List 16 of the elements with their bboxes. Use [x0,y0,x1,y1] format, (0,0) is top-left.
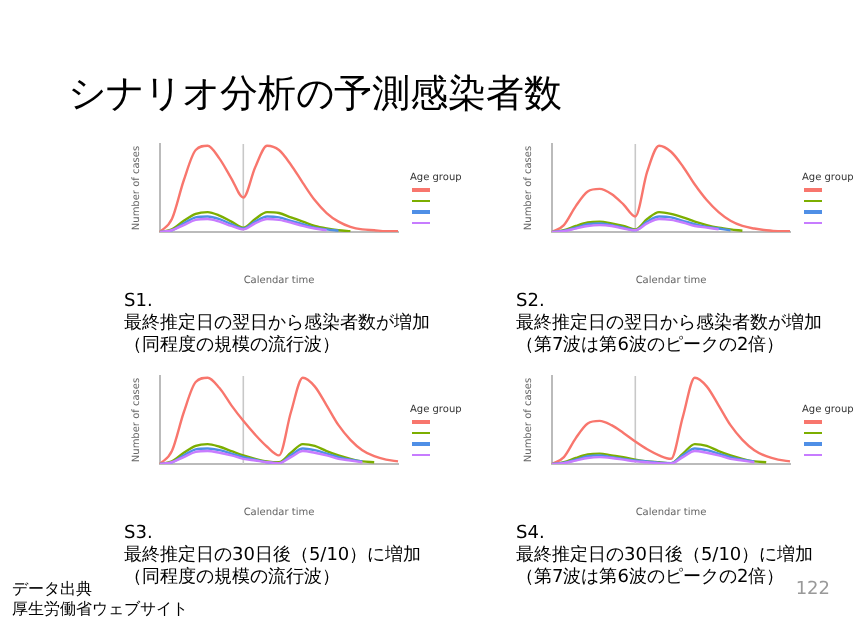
text: S2. [516,292,547,313]
text: （同程度の規模の流行波） [124,336,342,358]
text: 最終推定日の30日後（5/10）に増加 [124,546,424,567]
text: 最終推定日の30日後（5/10）に増加 [516,546,816,567]
text: S4. [516,524,547,545]
text: 122 [795,580,830,600]
text: 厚生労働省ウェブサイト [12,600,188,620]
text: S3. [124,524,155,545]
text: （第7波は第6波のピークの2倍） [516,568,785,588]
text: 最終推定日の翌日から感染者数が増加 [124,314,432,335]
text: 最終推定日の翌日から感染者数が増加 [516,314,824,335]
text: S1. [124,292,155,313]
text: データ出典 [12,580,92,598]
text: （同程度の規模の流行波） [124,568,342,590]
chart-title: シナリオ分析の予測感染者数 [68,70,562,120]
text: （第7波は第6波のピークの2倍） [516,336,787,358]
